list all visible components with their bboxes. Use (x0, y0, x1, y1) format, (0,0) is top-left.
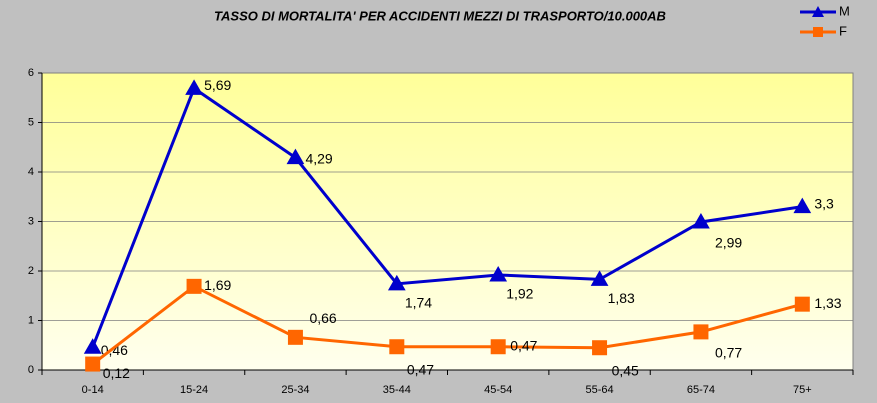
marker (590, 270, 609, 286)
data-label: 0,12 (103, 365, 130, 381)
y-tick-label: 4 (28, 166, 34, 178)
legend-marker (813, 27, 823, 37)
series-line (91, 86, 803, 348)
marker (793, 197, 812, 214)
x-tick-label: 15-24 (180, 384, 208, 396)
data-label: 2,99 (715, 235, 742, 251)
marker (692, 212, 710, 229)
x-tick-label: 55-64 (585, 384, 613, 396)
marker (83, 338, 102, 354)
data-label: 5,69 (204, 77, 231, 93)
marker (389, 339, 405, 355)
data-label: 1,74 (405, 295, 432, 311)
y-tick-label: 2 (28, 265, 34, 277)
data-label: 1,83 (608, 290, 635, 306)
data-label: 0,66 (309, 310, 336, 326)
legend-label: F (839, 23, 847, 38)
data-label: 0,47 (510, 337, 537, 353)
data-label: 0,45 (612, 362, 639, 378)
chart-title: TASSO DI MORTALITA' PER ACCIDENTI MEZZI … (214, 8, 666, 23)
marker (387, 274, 406, 291)
marker (592, 340, 608, 356)
marker (286, 148, 305, 165)
legend: MF (800, 3, 850, 38)
marker (186, 278, 202, 294)
x-tick-label: 65-74 (687, 384, 715, 396)
data-label: 1,33 (814, 295, 841, 311)
data-label: 4,29 (305, 150, 332, 166)
y-tick-label: 5 (28, 116, 34, 128)
x-tick-label: 45-54 (484, 384, 512, 396)
y-tick-label: 0 (28, 364, 34, 376)
series-line (91, 284, 803, 366)
y-tick-label: 3 (28, 215, 34, 227)
legend-label: M (839, 3, 850, 18)
marker (490, 339, 506, 355)
data-label: 1,92 (506, 286, 533, 302)
marker (85, 356, 101, 372)
data-label: 1,69 (204, 277, 231, 293)
marker (693, 324, 709, 340)
x-tick-label: 35-44 (383, 384, 411, 396)
x-tick-label: 0-14 (82, 384, 104, 396)
data-label: 0,47 (407, 361, 434, 377)
data-label: 3,3 (814, 195, 834, 211)
data-label: 0,77 (715, 345, 742, 361)
legend-marker (812, 6, 824, 17)
y-tick-label: 1 (28, 314, 34, 326)
x-tick-label: 25-34 (281, 384, 309, 396)
marker (794, 296, 810, 312)
marker (287, 329, 303, 345)
marker (489, 265, 508, 282)
y-tick-label: 6 (28, 67, 34, 79)
marker (185, 79, 203, 95)
x-tick-label: 75+ (793, 384, 812, 396)
